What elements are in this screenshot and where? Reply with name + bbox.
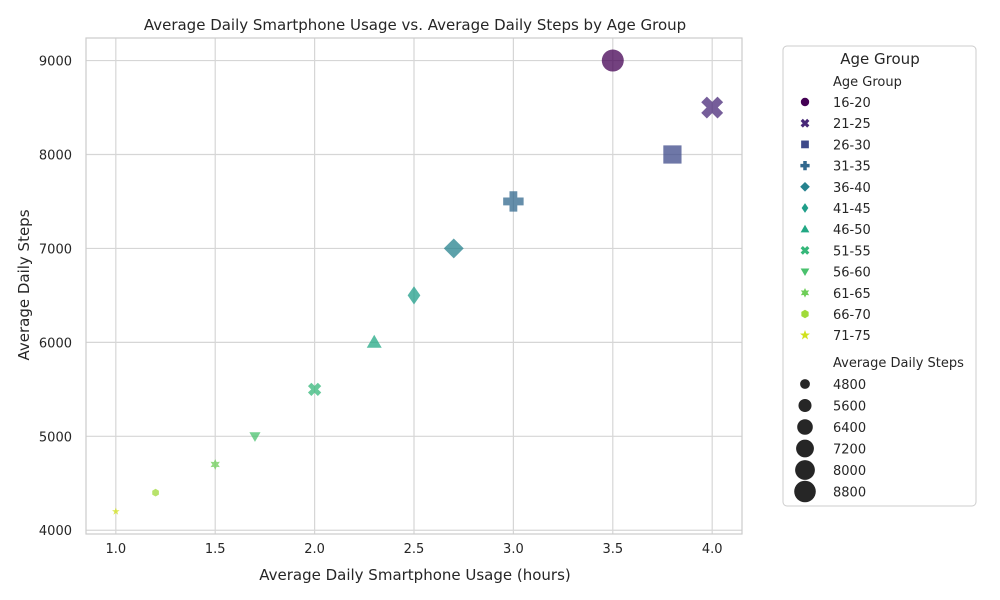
legend-size-marker xyxy=(796,439,814,458)
legend-frame xyxy=(782,45,977,507)
legend-title: Age Group xyxy=(840,50,919,68)
x-tick-label: 2.0 xyxy=(304,542,325,557)
legend-label-41-45: 41-45 xyxy=(833,202,871,217)
point-51-55 xyxy=(307,382,322,396)
x-tick-label: 2.5 xyxy=(404,542,425,557)
legend-label-26-30: 26-30 xyxy=(833,138,871,153)
legend-label-16-20: 16-20 xyxy=(833,96,871,111)
point-36-40 xyxy=(443,238,464,259)
legend-label-66-70: 66-70 xyxy=(833,308,871,323)
legend-marker-51-55 xyxy=(800,246,810,255)
point-56-60 xyxy=(249,432,261,442)
legend-size-label: 4800 xyxy=(833,378,866,393)
data-points xyxy=(112,49,724,515)
plot-frame xyxy=(85,37,743,535)
x-tick-label: 1.5 xyxy=(205,542,226,557)
point-16-20 xyxy=(601,49,624,72)
grid xyxy=(86,38,742,534)
legend-label-46-50: 46-50 xyxy=(833,223,871,238)
legend-size-label: 7200 xyxy=(833,443,866,458)
legend-label-21-25: 21-25 xyxy=(833,117,871,132)
x-tick-label: 3.0 xyxy=(503,542,524,557)
y-tick-label: 5000 xyxy=(39,430,72,445)
legend: Age Group Age Group 16-20 21-25 26-30 31-35… xyxy=(782,45,977,507)
legend-label-61-65: 61-65 xyxy=(833,287,871,302)
x-tick-label: 4.0 xyxy=(702,542,723,557)
legend-hue-title: Age Group xyxy=(833,75,902,90)
point-61-65 xyxy=(210,459,220,470)
legend-marker-71-75 xyxy=(800,329,810,340)
point-26-30 xyxy=(663,145,682,164)
y-tick-label: 7000 xyxy=(39,242,72,257)
legend-label-51-55: 51-55 xyxy=(833,244,871,259)
point-71-75 xyxy=(112,507,120,515)
legend-size-label: 8800 xyxy=(833,486,866,501)
legend-label-36-40: 36-40 xyxy=(833,181,871,196)
legend-size-label: 5600 xyxy=(833,400,866,415)
point-46-50 xyxy=(366,334,382,348)
x-tick-label: 3.5 xyxy=(602,542,623,557)
legend-size-items: 4800 5600 6400 7200 8000 8800 xyxy=(794,378,866,503)
legend-marker-16-20 xyxy=(800,97,810,107)
chart-title: Average Daily Smartphone Usage vs. Avera… xyxy=(144,16,686,34)
legend-label-71-75: 71-75 xyxy=(833,329,871,344)
legend-size-label: 8000 xyxy=(833,464,866,479)
legend-marker-61-65 xyxy=(800,287,810,298)
legend-size-marker xyxy=(800,379,810,389)
legend-marker-26-30 xyxy=(801,140,809,149)
y-tick-label: 8000 xyxy=(39,148,72,163)
legend-marker-36-40 xyxy=(800,181,810,192)
x-axis-label: Average Daily Smartphone Usage (hours) xyxy=(259,566,571,584)
y-tick-label: 4000 xyxy=(39,524,72,539)
legend-marker-46-50 xyxy=(800,224,810,233)
legend-size-marker xyxy=(795,460,815,480)
y-tick-label: 9000 xyxy=(39,55,72,70)
point-21-25 xyxy=(701,96,724,119)
legend-label-56-60: 56-60 xyxy=(833,266,871,281)
x-tick-label: 1.0 xyxy=(105,542,126,557)
point-66-70 xyxy=(152,488,159,497)
legend-size-marker xyxy=(797,419,813,435)
point-31-35 xyxy=(503,191,524,212)
legend-marker-66-70 xyxy=(801,309,809,319)
legend-size-label: 6400 xyxy=(833,421,866,436)
y-axis-label: Average Daily Steps xyxy=(15,209,33,360)
legend-marker-31-35 xyxy=(800,160,810,171)
legend-marker-41-45 xyxy=(801,203,809,213)
legend-marker-56-60 xyxy=(800,268,810,277)
legend-hue-items: 16-20 21-25 26-30 31-35 36-40 41-45 46-50 51-55… xyxy=(800,96,871,344)
legend-size-marker xyxy=(794,480,816,503)
legend-size-title: Average Daily Steps xyxy=(833,356,964,371)
y-tick-label: 6000 xyxy=(39,336,72,351)
legend-marker-21-25 xyxy=(800,118,810,128)
legend-size-marker xyxy=(798,398,812,413)
legend-label-31-35: 31-35 xyxy=(833,160,871,175)
point-41-45 xyxy=(407,286,421,305)
tick-labels: 1.0 1.5 2.0 2.5 3.0 3.5 4.0 4000 5000 6000 7000 800… xyxy=(39,55,723,557)
